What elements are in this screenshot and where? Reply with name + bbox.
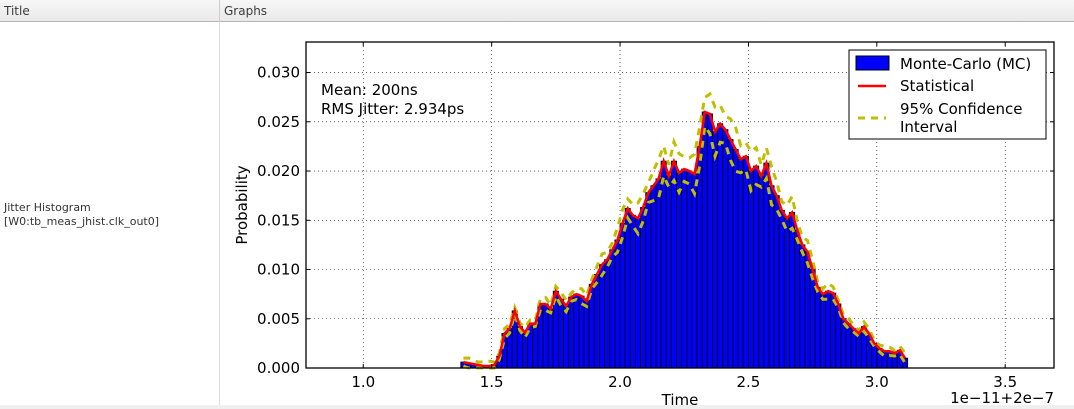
y-tick-label: 0.005 (257, 310, 300, 328)
legend: Monte-Carlo (MC) Statistical 95% Confide… (848, 49, 1047, 140)
legend-statistical-label: Statistical (900, 77, 974, 95)
plot-frame (305, 41, 1055, 369)
rms-jitter-annotation: RMS Jitter: 2.934ps (321, 100, 464, 118)
y-axis-label: Probability (233, 165, 251, 244)
y-tick-label: 0.000 (257, 359, 300, 377)
y-axis-ticks: 0.000 0.005 0.010 0.015 0.020 0.025 0.030 (257, 64, 1054, 377)
y-tick-label: 0.010 (257, 261, 300, 279)
table-header: Title Graphs (0, 0, 1074, 22)
legend-mc-label: Monte-Carlo (MC) (900, 55, 1031, 73)
bottom-strip (0, 405, 1074, 409)
column-divider (219, 22, 220, 407)
grid-lines (306, 42, 1054, 368)
x-tick-label: 2.5 (737, 373, 761, 391)
x-axis-label: Time (661, 391, 699, 409)
x-axis-offset-label: 1e−11+2e−7 (950, 389, 1054, 407)
x-axis-ticks: 1.0 1.5 2.0 2.5 3.0 3.5 (351, 42, 1017, 391)
x-tick-label: 2.0 (608, 373, 632, 391)
row-title-signal: [W0:tb_meas_jhist.clk_out0] (4, 215, 160, 228)
x-tick-label: 3.0 (865, 373, 889, 391)
y-tick-label: 0.020 (257, 162, 300, 180)
statistical-line (463, 110, 907, 368)
x-tick-label: 1.0 (351, 373, 375, 391)
legend-confidence-label-line1: 95% Confidence (900, 100, 1022, 118)
x-tick-label: 3.5 (993, 373, 1017, 391)
x-tick-label: 1.5 (480, 373, 504, 391)
y-tick-label: 0.025 (257, 113, 300, 131)
confidence-lower-line (462, 122, 907, 370)
mean-annotation: Mean: 200ns (321, 81, 418, 99)
row-title: Jitter Histogram [W0:tb_meas_jhist.clk_o… (4, 201, 159, 229)
row-title-name: Jitter Histogram (4, 201, 91, 214)
y-tick-label: 0.015 (257, 211, 300, 229)
y-tick-label: 0.030 (257, 64, 300, 82)
legend-mc-swatch-icon (855, 55, 890, 71)
legend-confidence-label-line2: Interval (900, 118, 957, 136)
column-header-graphs[interactable]: Graphs (224, 4, 268, 18)
column-header-title[interactable]: Title (0, 0, 220, 22)
